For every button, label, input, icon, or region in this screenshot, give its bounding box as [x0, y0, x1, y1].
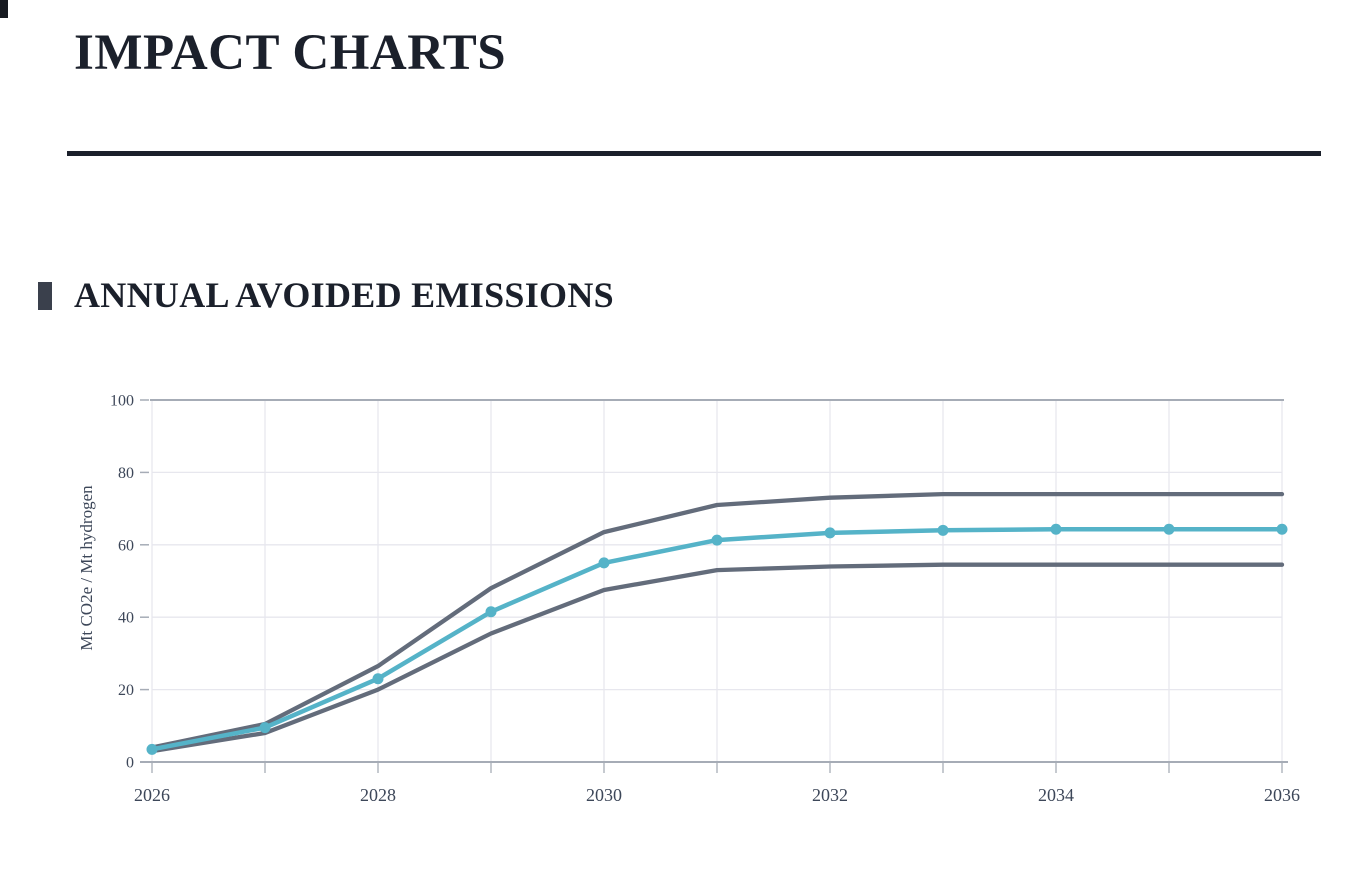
series-central-estimate-point	[1050, 523, 1062, 535]
y-axis-title: Mt CO2e / Mt hydrogen	[77, 485, 96, 651]
y-tick-label: 80	[118, 465, 134, 482]
annual-avoided-emissions-chart: 0 20 40 60 80 100 2026 2028 2030 2032 2034 2036 Mt C…	[77, 393, 1300, 806]
section-bullet-icon	[38, 282, 52, 310]
x-tick-label: 2036	[1264, 785, 1300, 805]
series-central-estimate-point	[259, 722, 271, 734]
page-corner-mark	[0, 0, 8, 18]
y-tick-label: 40	[118, 610, 134, 627]
series-central-estimate-point	[937, 524, 949, 536]
series-central-estimate-point	[598, 557, 610, 569]
series-central-estimate-point	[372, 673, 384, 685]
y-tick-label: 60	[118, 537, 134, 554]
x-tick-label: 2028	[360, 785, 396, 805]
y-tick-label: 20	[118, 682, 134, 699]
section-title: ANNUAL AVOIDED EMISSIONS	[74, 275, 614, 315]
x-tick-label: 2032	[812, 785, 848, 805]
series-central-estimate-point	[711, 534, 723, 546]
series-central-estimate-point	[146, 743, 158, 755]
series-upper-bound-line	[149, 491, 1285, 750]
x-tick-label: 2034	[1038, 785, 1074, 805]
x-tick-label: 2030	[586, 785, 622, 805]
x-tick-label: 2026	[134, 785, 170, 805]
series-lower-bound-line	[149, 562, 1285, 754]
y-tick-label: 100	[110, 393, 134, 410]
series-central-estimate-point	[1276, 523, 1288, 535]
series-central-estimate-point	[1163, 523, 1175, 535]
y-tick-label: 0	[126, 755, 134, 772]
page-title: IMPACT CHARTS	[74, 25, 507, 81]
series-central-estimate-point	[485, 606, 497, 618]
series-central-estimate-point	[824, 527, 836, 539]
section-heading: ANNUAL AVOIDED EMISSIONS	[38, 275, 614, 315]
header-divider	[67, 151, 1321, 156]
